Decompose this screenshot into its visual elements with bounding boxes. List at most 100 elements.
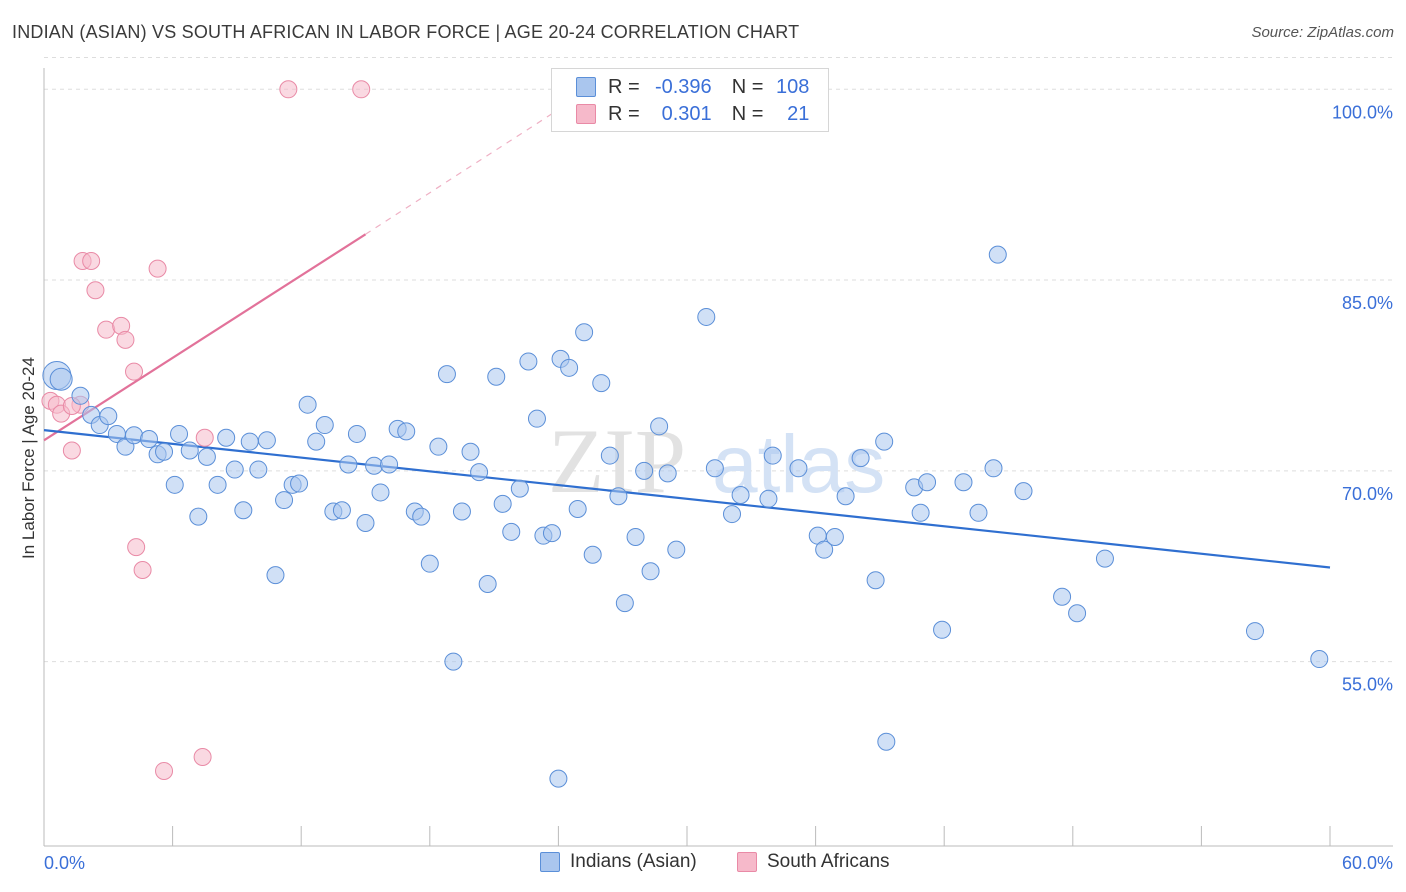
indian-asian-point bbox=[71, 386, 90, 405]
indian-asian-point bbox=[339, 455, 358, 474]
indian-asian-point bbox=[125, 426, 144, 445]
south-african-point bbox=[195, 428, 214, 447]
south-african-point bbox=[352, 80, 371, 99]
indian-asian-point bbox=[275, 491, 294, 510]
indian-asian-point bbox=[155, 442, 174, 461]
x-tick-labels: 0.0% 60.0% bbox=[44, 853, 1393, 873]
indian-asian-point bbox=[249, 460, 268, 479]
indian-asian-point bbox=[954, 473, 973, 492]
indian-asian-point bbox=[969, 503, 988, 522]
indian-asian-point bbox=[240, 432, 259, 451]
legend-n-label: N = bbox=[731, 102, 764, 125]
indian-asian-point bbox=[759, 489, 778, 508]
indian-asian-point bbox=[815, 540, 834, 559]
south-african-point bbox=[125, 362, 144, 381]
indian-asian-point bbox=[592, 374, 611, 393]
correlation-legend: R = -0.396 N = 108 R = 0.301 N = 21 bbox=[551, 68, 829, 132]
indian-asian-point bbox=[568, 499, 587, 518]
indian-asian-point bbox=[988, 245, 1007, 264]
indian-asian-point bbox=[984, 459, 1003, 478]
indian-asian-point bbox=[866, 571, 885, 590]
indian-asian-point bbox=[140, 430, 159, 449]
indian-asian-point bbox=[257, 431, 276, 450]
south-african-point bbox=[133, 561, 152, 580]
chart-title: INDIAN (ASIAN) VS SOUTH AFRICAN IN LABOR… bbox=[12, 22, 800, 42]
indian-asian-point bbox=[1053, 587, 1072, 606]
indian-asian-point bbox=[667, 540, 686, 559]
legend-n-value: 21 bbox=[787, 102, 810, 125]
y-tick-label: 55.0% bbox=[1342, 675, 1393, 695]
indian-asian-point bbox=[877, 732, 896, 751]
indian-asian-point bbox=[356, 513, 375, 532]
gridlines bbox=[44, 57, 1393, 663]
indian-asian-point bbox=[705, 459, 724, 478]
south-african-point bbox=[193, 747, 212, 766]
indian-asian-point bbox=[641, 562, 660, 581]
south-african-point bbox=[86, 281, 105, 300]
indian-asian-point bbox=[290, 474, 309, 493]
indian-asian-point bbox=[933, 620, 952, 639]
legend-r-value: 0.301 bbox=[661, 102, 712, 125]
legend-label-indians: Indians (Asian) bbox=[570, 851, 697, 872]
indian-asian-point bbox=[918, 473, 937, 492]
indian-asian-point bbox=[493, 494, 512, 513]
south-african-point bbox=[97, 320, 116, 339]
legend-row-indians: R = -0.396 N = 108 bbox=[576, 74, 809, 100]
indian-asian-point bbox=[1014, 482, 1033, 501]
indian-asian-point bbox=[519, 352, 538, 371]
legend-swatch-blue bbox=[540, 852, 560, 872]
indian-asian-point bbox=[836, 487, 855, 506]
legend-swatch-pink bbox=[737, 852, 757, 872]
south-africans-points bbox=[41, 80, 371, 780]
south-african-point bbox=[62, 441, 81, 460]
south-african-point bbox=[279, 80, 298, 99]
indian-asian-point bbox=[658, 464, 677, 483]
indian-asian-point bbox=[697, 307, 716, 326]
indian-asian-point bbox=[170, 424, 189, 443]
blue-trendline bbox=[43, 429, 1331, 569]
south-african-point bbox=[82, 251, 101, 270]
indian-asian-point bbox=[470, 463, 489, 482]
indian-asian-point bbox=[626, 527, 645, 546]
south-african-point bbox=[155, 761, 174, 780]
indian-asian-point bbox=[180, 441, 199, 460]
indian-asian-point bbox=[583, 545, 602, 564]
indian-asian-point bbox=[635, 461, 654, 480]
indian-asian-point bbox=[1095, 549, 1114, 568]
pink-trendline-dashed bbox=[365, 109, 559, 235]
legend-item-south-africans[interactable]: South Africans bbox=[737, 851, 890, 873]
legend-swatch-pink bbox=[576, 104, 596, 124]
y-tick-label: 85.0% bbox=[1342, 293, 1393, 313]
indian-asian-point bbox=[307, 432, 326, 451]
indian-asian-point bbox=[875, 432, 894, 451]
y-tick-label: 70.0% bbox=[1342, 484, 1393, 504]
indian-asian-point bbox=[99, 407, 118, 426]
indian-asian-point bbox=[478, 575, 497, 594]
indian-asian-point bbox=[461, 442, 480, 461]
indian-asian-point bbox=[315, 416, 334, 435]
indian-asian-point bbox=[911, 503, 930, 522]
blue-trendline bbox=[43, 429, 1331, 569]
indian-asian-point bbox=[234, 501, 253, 520]
legend-item-indians[interactable]: Indians (Asian) bbox=[540, 851, 697, 873]
x-tick-label: 0.0% bbox=[44, 853, 85, 873]
south-african-point bbox=[127, 538, 146, 557]
y-axis-label: In Labor Force | Age 20-24 bbox=[19, 357, 38, 559]
indian-asian-point bbox=[1245, 622, 1264, 641]
indian-asian-point bbox=[371, 483, 390, 502]
indian-asian-point bbox=[731, 485, 750, 504]
x-tick-label: 60.0% bbox=[1342, 853, 1393, 873]
indian-asian-point bbox=[502, 522, 521, 541]
indian-asian-point bbox=[332, 501, 351, 520]
indian-asian-point bbox=[549, 769, 568, 788]
pink-trendline-solid bbox=[43, 233, 367, 442]
source-label: Source: ZipAtlas.com bbox=[1251, 24, 1394, 41]
indian-asian-point bbox=[600, 446, 619, 465]
indian-asian-point bbox=[49, 367, 73, 391]
indian-asian-point bbox=[510, 479, 529, 498]
indian-asian-point bbox=[225, 460, 244, 479]
south-african-point bbox=[116, 330, 135, 349]
indian-asian-point bbox=[420, 554, 439, 573]
indian-asian-point bbox=[609, 487, 628, 506]
legend-r-label: R = bbox=[608, 75, 640, 98]
